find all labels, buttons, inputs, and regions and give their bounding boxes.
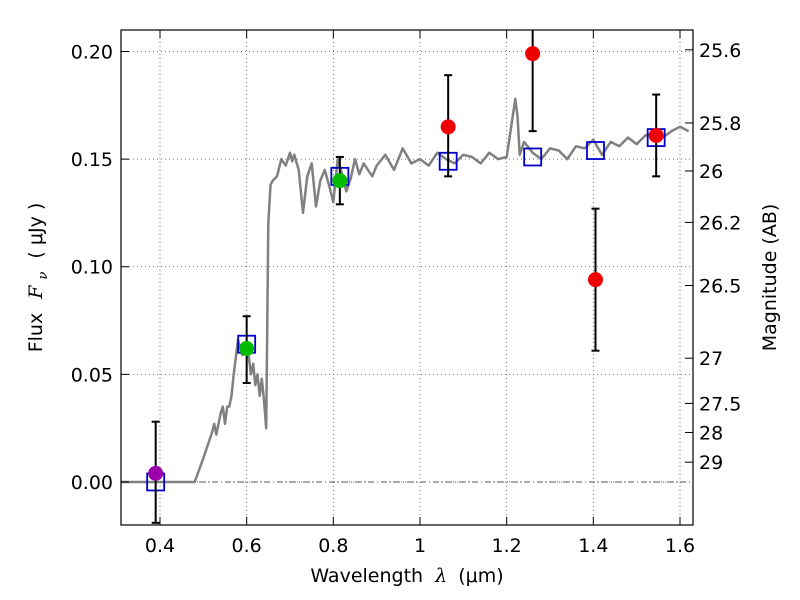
y2-tick-label: 26.5	[699, 275, 741, 297]
y-axis-label-subscript: ν	[36, 272, 51, 280]
x-tick-label: 0.8	[318, 535, 348, 557]
y2-tick-label: 25.8	[699, 113, 741, 135]
observed-flux-point	[332, 173, 348, 189]
observation-layer	[148, 30, 664, 524]
y-tick-label: 0.10	[71, 257, 113, 279]
x-axis-label-text: Wavelength	[310, 565, 423, 587]
model-photometry-box	[586, 141, 605, 160]
y-tick-label: 0.20	[71, 42, 113, 64]
x-tick-label: 0.4	[145, 535, 175, 557]
y2-tick-label: 27	[699, 348, 723, 370]
y2-tick-label: 27.5	[699, 393, 741, 415]
y2-tick-label: 26.2	[699, 212, 741, 234]
y-tick-label: 0.00	[71, 472, 113, 494]
observed-flux-point	[148, 465, 164, 481]
observed-flux-point	[440, 119, 456, 135]
y-tick-label: 0.15	[71, 149, 113, 171]
observed-flux-point	[588, 272, 603, 288]
x-axis-label: Wavelength λ (μm)	[310, 565, 503, 587]
y-tick-label: 0.05	[71, 364, 113, 386]
observed-flux-point	[648, 127, 664, 143]
y-axis-label-unit: ( μJy )	[25, 203, 47, 259]
x-axis-label-unit: (μm)	[458, 565, 503, 587]
x-tick-label: 1.6	[665, 535, 695, 557]
tick-layer: 0.4 0.6 0.8 1 1.2 1.4 1.6 0.00 0.05 0.10 0.15 0.20 2…	[71, 30, 741, 557]
x-tick-label: 1.2	[492, 535, 522, 557]
observed-flux-point	[525, 46, 541, 62]
model-photometry-box	[523, 147, 543, 167]
y2-tick-label: 28	[699, 422, 723, 444]
y2-axis-label: Magnitude (AB)	[759, 204, 781, 352]
y-axis-label: Flux F ν ( μJy )	[25, 203, 52, 353]
y-axis-label-symbol: F	[25, 285, 47, 300]
x-tick-label: 1.4	[578, 535, 608, 557]
y-axis-label-text: Flux	[25, 313, 47, 353]
y2-tick-label: 26	[699, 161, 723, 183]
observed-flux-point	[239, 341, 255, 357]
y2-tick-label: 25.6	[699, 40, 741, 62]
plot-frame	[120, 29, 694, 526]
x-axis-label-symbol: λ	[434, 565, 447, 587]
x-tick-label: 0.6	[232, 535, 262, 557]
y2-tick-label: 29	[699, 452, 723, 474]
x-tick-label: 1	[414, 535, 426, 557]
model-box-layer	[146, 128, 666, 492]
